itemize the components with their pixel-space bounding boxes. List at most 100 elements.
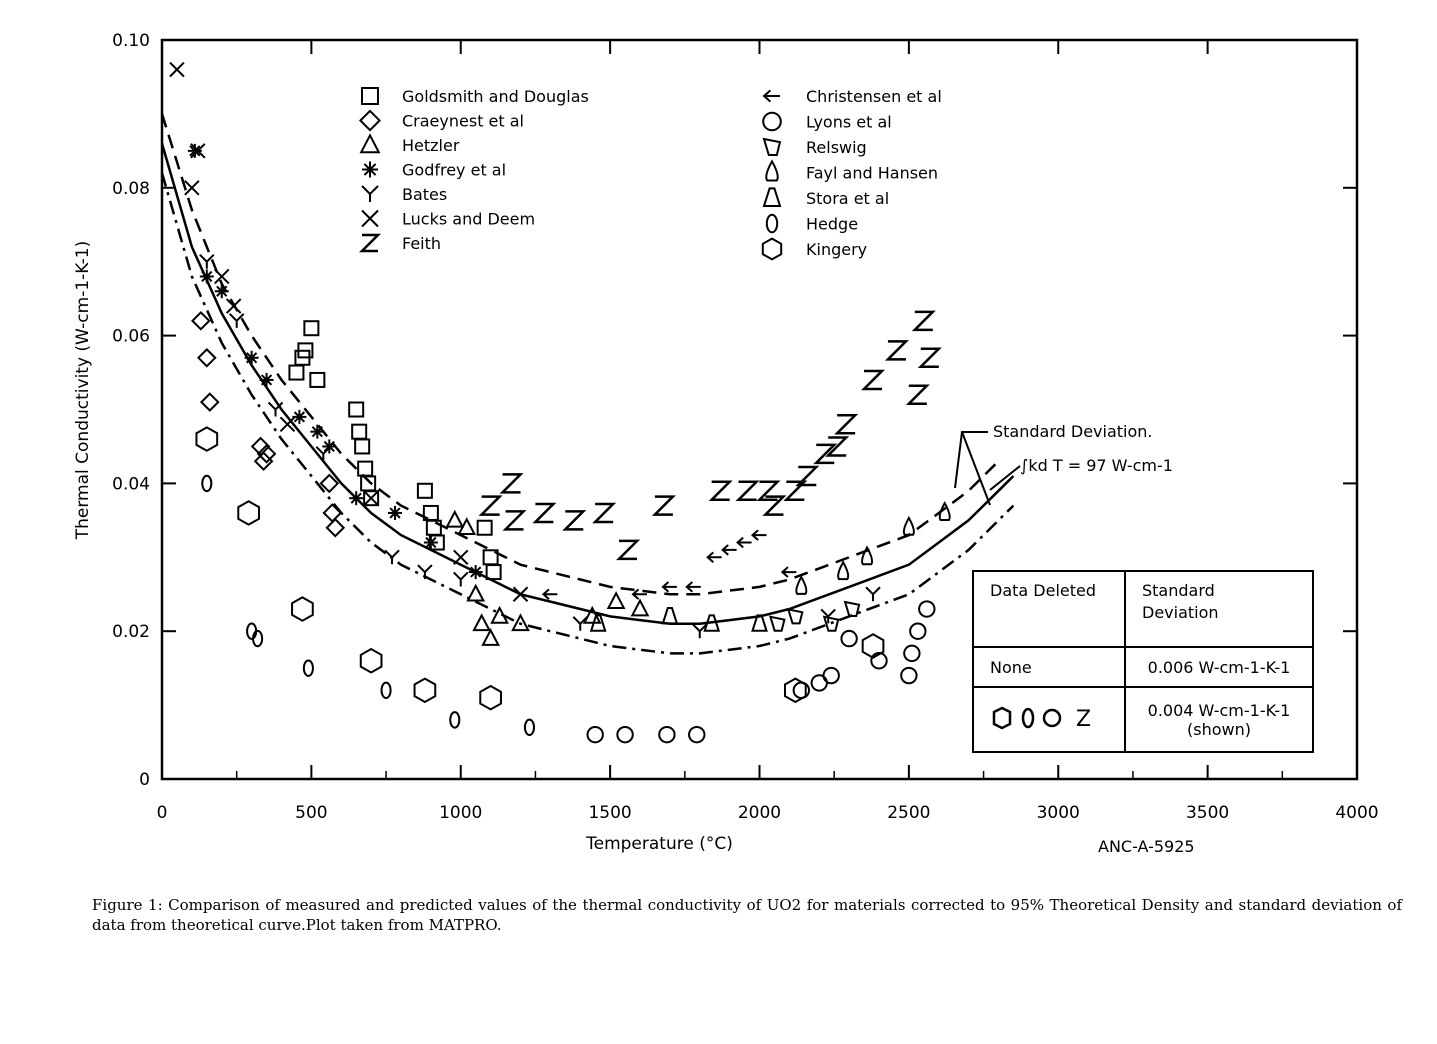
point-godfrey-et-al: [244, 350, 259, 365]
x-axis-label: Temperature (°C): [585, 834, 733, 854]
annotation-pointer-upper: [954, 431, 988, 489]
point-lyons-et-al: [840, 629, 858, 648]
chart-svg: 0 500 1000 1500 2000 2500 3000 3500 4000 0 0.02 0.0…: [73, 31, 1379, 856]
point-bates: [384, 549, 400, 565]
point-craeynest-et-al: [319, 473, 340, 494]
point-lucks-and-deem: [512, 586, 529, 602]
legend-marker-relswig: [762, 137, 782, 156]
figure-caption: Figure 1: Comparison of measured and pre…: [92, 896, 1402, 934]
point-godfrey-et-al: [187, 143, 202, 158]
point-godfrey-et-al: [259, 372, 274, 387]
point-craeynest-et-al: [325, 517, 346, 538]
point-feith: [813, 443, 838, 465]
point-bates: [267, 401, 284, 417]
x-tick-label: 500: [295, 803, 327, 823]
point-feith: [651, 495, 676, 516]
point-lucks-and-deem: [184, 180, 200, 196]
point-lyons-et-al: [918, 600, 936, 618]
point-fayl-and-hansen: [837, 560, 850, 581]
point-craeynest-et-al: [253, 451, 274, 472]
point-lyons-et-al: [688, 725, 706, 744]
legend-label: Lyons et al: [806, 113, 892, 132]
annotation-pointer-curve: [989, 465, 1021, 491]
legend-marker-arrow: [762, 89, 780, 103]
series-lyons-et-al: [586, 600, 936, 744]
point-kingery: [413, 677, 437, 704]
point-feith: [532, 502, 557, 524]
point-godfrey-et-al: [349, 491, 364, 506]
point-kingery: [861, 633, 885, 659]
point-christensen-et-al: [706, 551, 722, 563]
point-lucks-and-deem: [225, 298, 242, 314]
series-hetzler: [445, 509, 650, 646]
point-lyons-et-al: [792, 681, 811, 700]
point-christensen-et-al: [750, 529, 767, 541]
point-feith: [708, 480, 733, 502]
point-fayl-and-hansen: [902, 515, 915, 536]
point-lyons-et-al: [909, 622, 927, 640]
point-relswig: [822, 615, 840, 632]
legend-label: Relswig: [806, 138, 867, 157]
point-bates: [417, 564, 433, 580]
std-deviation-table: Data Deleted Standard Deviation None 0.0…: [972, 570, 1314, 753]
legend-marker-square: [361, 87, 379, 105]
point-goldsmith-and-douglas: [363, 490, 380, 507]
series-stora-et-al: [589, 607, 768, 632]
series-hedge: [201, 474, 536, 736]
point-hetzler: [466, 583, 486, 602]
series-relswig: [768, 600, 861, 632]
point-goldsmith-and-douglas: [351, 423, 368, 440]
x-tick-label: 4000: [1335, 803, 1378, 823]
point-goldsmith-and-douglas: [309, 371, 326, 388]
point-hetzler: [445, 509, 465, 528]
point-goldsmith-and-douglas: [303, 320, 320, 337]
x-tick-label: 0: [157, 803, 168, 823]
point-feith: [592, 502, 617, 524]
point-relswig: [843, 600, 861, 618]
point-feith: [884, 340, 909, 361]
point-fayl-and-hansen: [795, 575, 808, 595]
point-bates: [228, 313, 245, 328]
point-goldsmith-and-douglas: [416, 482, 433, 499]
y-tick-label: 0.08: [112, 179, 150, 199]
chart: 0 500 1000 1500 2000 2500 3000 3500 4000 0 0.02 0.0…: [73, 31, 1379, 856]
point-feith: [735, 480, 760, 502]
point-christensen-et-al: [736, 536, 752, 549]
series-fayl-and-hansen: [795, 501, 951, 595]
point-christensen-et-al: [541, 588, 558, 600]
legend-marker-bates: [361, 185, 379, 202]
table-header-std-deviation: Standard Deviation: [1124, 570, 1314, 648]
point-feith: [756, 480, 781, 502]
point-hedge: [523, 718, 536, 736]
legend-label: Bates: [402, 185, 447, 204]
point-hetzler: [457, 517, 477, 536]
legend-marker-circle: [762, 111, 782, 132]
y-tick-label: 0.06: [112, 327, 150, 347]
legend-marker-drop: [765, 159, 779, 182]
point-lyons-et-al: [586, 725, 604, 744]
point-feith: [861, 369, 886, 391]
point-craeynest-et-al: [199, 392, 220, 412]
point-goldsmith-and-douglas: [354, 438, 371, 455]
legend-marker-diamond: [358, 109, 382, 132]
point-hedge: [449, 711, 461, 729]
legend-label: Fayl and Hansen: [806, 164, 938, 183]
point-christensen-et-al: [780, 566, 797, 578]
legend-label: Feith: [402, 234, 441, 253]
std-004-value: 0.004 W-cm-1-K-1: [1147, 700, 1291, 720]
series-feith: [478, 310, 942, 561]
x-tick-label: 1000: [439, 803, 482, 823]
annotation-pointer-lower: [961, 431, 991, 506]
point-godfrey-et-al: [292, 409, 307, 424]
theoretical-curve: [160, 143, 1015, 626]
point-feith: [762, 495, 787, 516]
point-stora-et-al: [703, 614, 721, 632]
table-cell-deleted-markers: Z: [972, 686, 1126, 753]
point-feith: [917, 347, 942, 369]
point-craeynest-et-al: [191, 311, 211, 331]
point-lucks-and-deem: [279, 416, 296, 432]
point-lyons-et-al: [900, 666, 918, 685]
legend-marker-asterisk: [362, 161, 378, 178]
point-lucks-and-deem: [169, 61, 185, 78]
point-goldsmith-and-douglas: [297, 342, 314, 359]
